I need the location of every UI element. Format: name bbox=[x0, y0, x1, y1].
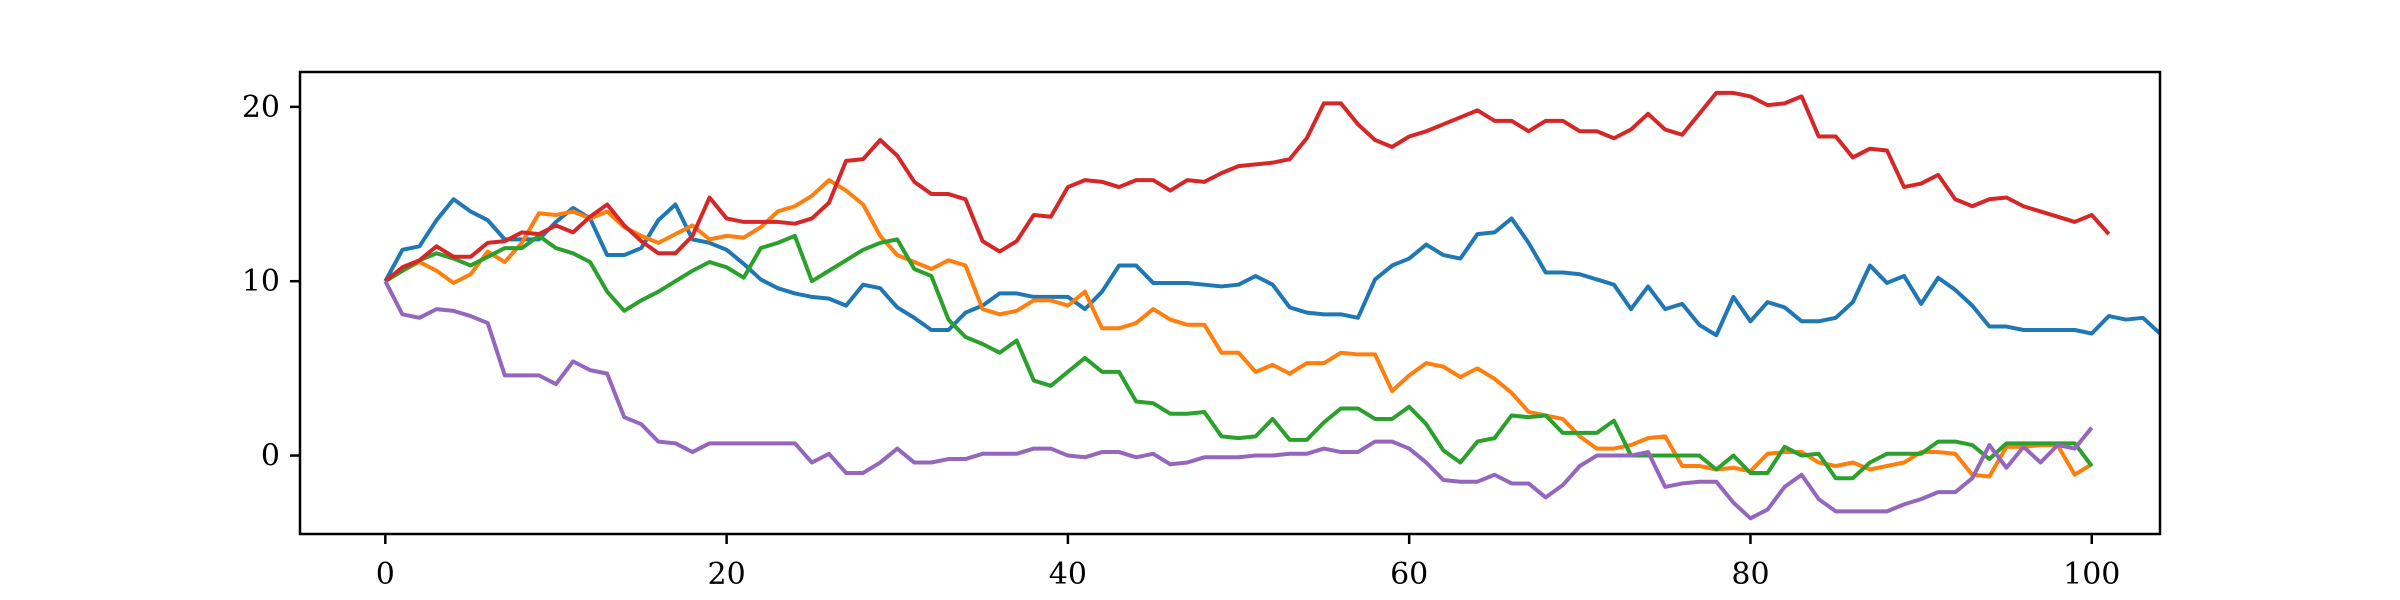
y-tick-label: 10 bbox=[242, 264, 280, 299]
x-tick-label: 20 bbox=[708, 557, 746, 592]
x-tick-label: 100 bbox=[2063, 557, 2120, 592]
y-axis: 0 10 20 bbox=[242, 90, 300, 474]
series-line-4 bbox=[384, 90, 2111, 283]
x-tick-label: 0 bbox=[376, 557, 395, 592]
x-tick-label: 60 bbox=[1390, 557, 1428, 592]
series-line-2 bbox=[384, 178, 2093, 479]
y-tick-label: 0 bbox=[261, 439, 280, 474]
y-tick-label: 20 bbox=[242, 90, 280, 125]
x-tick-label: 40 bbox=[1049, 557, 1087, 592]
series-line-5 bbox=[383, 280, 2094, 521]
plot-lines bbox=[383, 90, 2162, 521]
x-axis: 0 20 40 60 80 100 bbox=[376, 534, 2120, 592]
series-line-1 bbox=[383, 197, 2162, 338]
axes-frame bbox=[298, 70, 2162, 536]
series-line-3 bbox=[384, 233, 2094, 481]
x-tick-label: 80 bbox=[1731, 557, 1769, 592]
